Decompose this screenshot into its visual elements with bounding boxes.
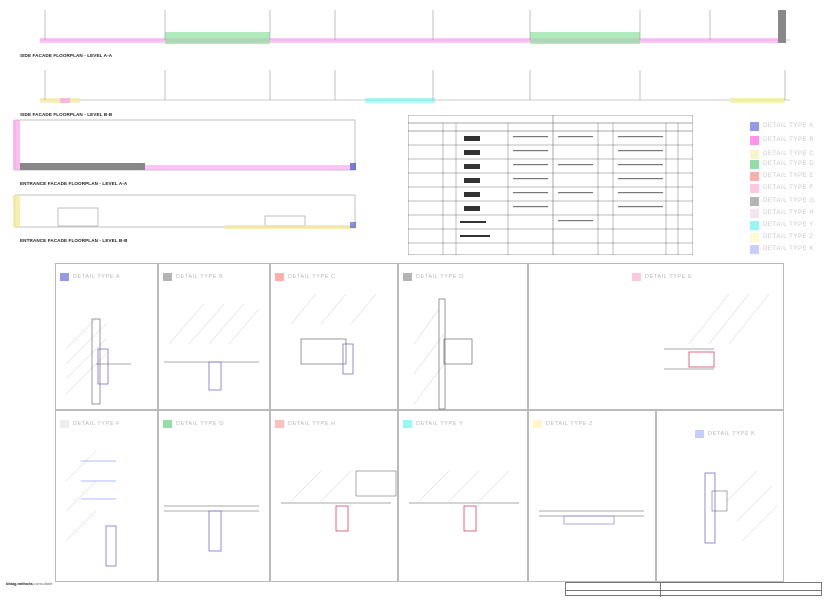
detail-title: DETAIL TYPE C — [288, 274, 336, 280]
legend-swatch — [750, 136, 759, 145]
plan-side-aa — [40, 10, 380, 44]
legend-label: DETAIL TYPE E — [763, 173, 815, 179]
plan-side-bb — [40, 70, 380, 103]
legend-item: DETAIL TYPE F — [750, 184, 826, 193]
floorplans-drawing — [13, 10, 380, 229]
detail-title: DETAIL TYPE Y — [416, 421, 464, 427]
legend-label: DETAIL TYPE G — [763, 198, 815, 204]
detail-cell-e: DETAIL TYPE E — [528, 263, 784, 410]
detail-drawing — [65, 318, 131, 405]
firm-name: kitaig.mitholis — [6, 581, 33, 586]
detail-drawing — [281, 470, 397, 532]
detail-cell-g: DETAIL TYPE G — [158, 410, 270, 582]
detail-cell-y: DETAIL TYPE Y — [398, 410, 528, 582]
legend-label: DETAIL TYPE K — [763, 246, 815, 252]
detail-cell-z: DETAIL TYPE Z — [528, 410, 656, 582]
legend-label: DETAIL TYPE F — [763, 185, 814, 191]
legend-item: DETAIL TYPE B — [750, 136, 826, 145]
detail-title: DETAIL TYPE A — [73, 274, 121, 280]
plan-label-entrance-aa: ENTRANCE FACADE FLOORPLAN - LEVEL A-A — [20, 181, 128, 186]
title-block — [565, 582, 822, 597]
legend-label: DETAIL TYPE D — [763, 161, 815, 167]
legend-item: DETAIL TYPE A — [750, 122, 826, 131]
detail-cell-b: DETAIL TYPE B — [158, 263, 270, 410]
plan-label-side-aa: SIDE FACADE FLOORPLAN - LEVEL A-A — [20, 53, 113, 58]
detail-title: DETAIL TYPE E — [645, 274, 693, 280]
firm-role: consultant — [34, 581, 53, 586]
legend-item: DETAIL TYPE C — [750, 150, 826, 159]
legend-item: DETAIL TYPE D — [750, 160, 826, 169]
floorplans-extension — [380, 10, 790, 103]
detail-title: DETAIL TYPE B — [176, 274, 224, 280]
detail-drawing — [409, 470, 519, 532]
detail-swatch — [60, 273, 69, 281]
detail-swatch — [275, 273, 284, 281]
detail-swatch — [403, 420, 412, 428]
legend-item: DETAIL TYPE H — [750, 209, 826, 218]
plan-entrance-bb — [13, 194, 356, 229]
footer-firm: kitaig.mitholis consultant — [6, 581, 52, 586]
legend-swatch — [750, 150, 759, 159]
legend-label: DETAIL TYPE B — [763, 137, 815, 143]
detail-swatch — [163, 273, 172, 281]
legend-swatch — [750, 184, 759, 193]
detail-swatch — [695, 430, 704, 438]
detail-swatch — [275, 420, 284, 428]
detail-drawing — [290, 293, 377, 375]
legend-swatch — [750, 122, 759, 131]
legend-item: DETAIL TYPE K — [750, 245, 826, 254]
detail-title: DETAIL TYPE H — [288, 421, 336, 427]
detail-swatch — [163, 420, 172, 428]
detail-drawing — [413, 298, 473, 410]
detail-cell-k: DETAIL TYPE K — [656, 410, 784, 582]
schedule-table — [408, 115, 693, 255]
detail-title: DETAIL TYPE K — [708, 431, 756, 437]
legend-item: DETAIL TYPE Y — [750, 221, 826, 230]
legend-swatch — [750, 160, 759, 169]
title-block-divider — [566, 590, 821, 591]
legend-label: DETAIL TYPE A — [763, 123, 814, 129]
legend-swatch — [750, 172, 759, 181]
detail-drawing — [704, 470, 778, 544]
legend-swatch — [750, 197, 759, 206]
detail-swatch — [403, 273, 412, 281]
legend-item: DETAIL TYPE G — [750, 197, 826, 206]
legend-swatch — [750, 245, 759, 254]
legend-swatch — [750, 221, 759, 230]
detail-title: DETAIL TYPE F — [73, 421, 121, 427]
legend-item: DETAIL TYPE E — [750, 172, 826, 181]
detail-title: DETAIL TYPE D — [416, 274, 464, 280]
detail-cell-d: DETAIL TYPE D — [398, 263, 528, 410]
plan-entrance-aa — [13, 119, 356, 171]
detail-drawing — [164, 505, 259, 552]
legend-swatch — [750, 233, 759, 242]
legend-label: DETAIL TYPE Z — [763, 234, 814, 240]
legend-label: DETAIL TYPE H — [763, 210, 815, 216]
plan-label-entrance-bb: ENTRANCE FACADE FLOORPLAN - LEVEL B-B — [20, 238, 128, 243]
detail-drawing — [164, 303, 260, 391]
detail-cell-f: DETAIL TYPE F — [55, 410, 158, 582]
detail-swatch — [60, 420, 69, 428]
detail-drawing — [65, 450, 117, 567]
detail-drawing — [664, 293, 770, 370]
detail-drawing — [539, 510, 644, 525]
detail-cell-h: DETAIL TYPE H — [270, 410, 398, 582]
legend-swatch — [750, 209, 759, 218]
detail-swatch — [632, 273, 641, 281]
legend-label: DETAIL TYPE Y — [763, 222, 814, 228]
detail-title: DETAIL TYPE G — [176, 421, 225, 427]
legend-item: DETAIL TYPE Z — [750, 233, 826, 242]
detail-cell-c: DETAIL TYPE C — [270, 263, 398, 410]
detail-title: DETAIL TYPE Z — [546, 421, 594, 427]
legend-label: DETAIL TYPE C — [763, 151, 815, 157]
detail-cell-a: DETAIL TYPE A — [55, 263, 158, 410]
detail-swatch — [533, 420, 542, 428]
plan-label-side-bb: SIDE FACADE FLOORPLAN - LEVEL B-B — [20, 112, 113, 117]
